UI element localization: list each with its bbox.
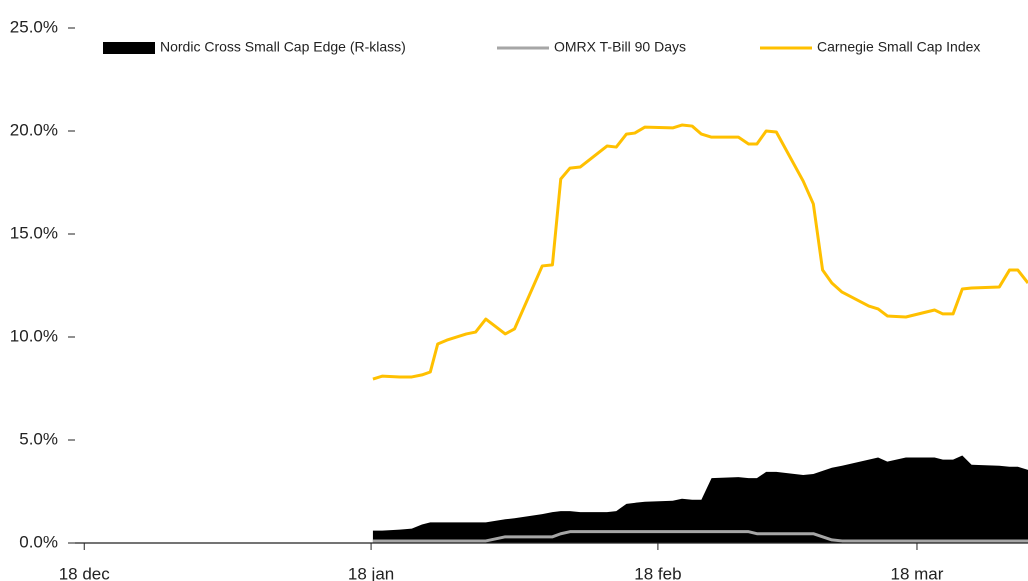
x-tick-label: 18 dec <box>59 564 111 581</box>
y-tick-label: 20.0% <box>10 120 58 139</box>
legend-label: OMRX T-Bill 90 Days <box>554 39 686 55</box>
x-tick-label: 18 mar <box>891 564 944 581</box>
x-tick-label: 18 feb <box>634 564 681 581</box>
y-tick-label: 25.0% <box>10 17 58 36</box>
y-tick-label: 5.0% <box>19 429 58 448</box>
legend-label: Nordic Cross Small Cap Edge (R-klass) <box>160 39 406 55</box>
line-series <box>372 530 1028 543</box>
legend-label: Carnegie Small Cap Index <box>817 39 980 55</box>
y-tick-label: 15.0% <box>10 223 58 242</box>
area-series <box>372 455 1028 543</box>
legend-swatch <box>103 42 155 54</box>
line-series <box>372 123 1028 381</box>
x-tick-label: 18 jan <box>348 564 394 581</box>
y-tick-label: 10.0% <box>10 326 58 345</box>
y-tick-label: 0.0% <box>19 532 58 551</box>
